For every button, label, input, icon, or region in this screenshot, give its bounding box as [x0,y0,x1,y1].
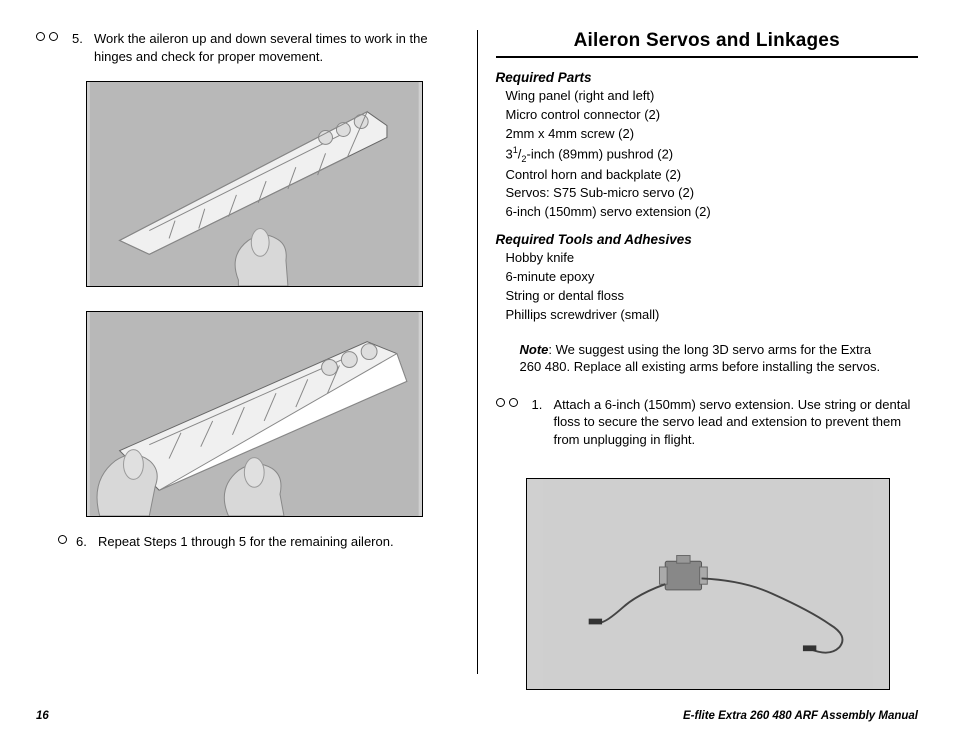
list-item: 2mm x 4mm screw (2) [506,125,919,144]
checkbox-icon [509,398,518,407]
manual-title: E-flite Extra 260 480 ARF Assembly Manua… [683,710,918,722]
list-item: Wing panel (right and left) [506,87,919,106]
list-item: 31/2-inch (89mm) pushrod (2) [506,144,919,166]
page-number: 16 [36,710,49,722]
note-block: Note: We suggest using the long 3D servo… [496,335,919,382]
list-item: 6-minute epoxy [506,268,919,287]
step-1-number: 1. [532,396,554,449]
spacer [36,517,459,533]
list-item: Hobby knife [506,249,919,268]
note-text: : We suggest using the long 3D servo arm… [520,342,881,375]
list-item: Servos: S75 Sub-micro servo (2) [506,184,919,203]
step-1-text: Attach a 6-inch (150mm) servo extension.… [554,396,919,449]
required-tools-list: Hobby knife 6-minute epoxy String or den… [496,249,919,324]
list-item: 6-inch (150mm) servo extension (2) [506,203,919,222]
figure-aileron-up [86,81,423,287]
step-5-checkboxes [36,30,72,65]
list-item: String or dental floss [506,287,919,306]
note-label: Note [520,342,549,357]
list-item: Phillips screwdriver (small) [506,306,919,325]
step-6-checkboxes [58,533,76,551]
checkbox-icon [49,32,58,41]
step-5-text: Work the aileron up and down several tim… [94,30,459,65]
checkbox-icon [58,535,67,544]
page-footer: 16 E-flite Extra 260 480 ARF Assembly Ma… [36,710,918,722]
step-6-text: Repeat Steps 1 through 5 for the remaini… [98,533,459,551]
step-6: 6. Repeat Steps 1 through 5 for the rema… [58,533,459,551]
step-5-number: 5. [72,30,94,65]
required-parts-heading: Required Parts [496,70,919,85]
right-column: Aileron Servos and Linkages Required Par… [478,30,919,690]
figure-2-illustration [87,312,422,516]
required-tools-heading: Required Tools and Adhesives [496,232,919,247]
left-column: 5. Work the aileron up and down several … [36,30,477,690]
section-title: Aileron Servos and Linkages [496,30,919,58]
step-5: 5. Work the aileron up and down several … [36,30,459,65]
checkbox-icon [36,32,45,41]
checkbox-icon [496,398,505,407]
spacer [36,287,459,311]
step-1: 1. Attach a 6-inch (150mm) servo extensi… [496,396,919,449]
figure-aileron-down [86,311,423,517]
list-item: Micro control connector (2) [506,106,919,125]
figure-servo-extension [526,478,891,690]
step-6-number: 6. [76,533,98,551]
list-item: Control horn and backplate (2) [506,166,919,185]
page-columns: 5. Work the aileron up and down several … [36,30,918,690]
step-1-checkboxes [496,396,532,449]
required-parts-list: Wing panel (right and left) Micro contro… [496,87,919,222]
figure-3-illustration [527,479,890,689]
spacer [496,458,919,477]
figure-1-illustration [87,82,422,286]
